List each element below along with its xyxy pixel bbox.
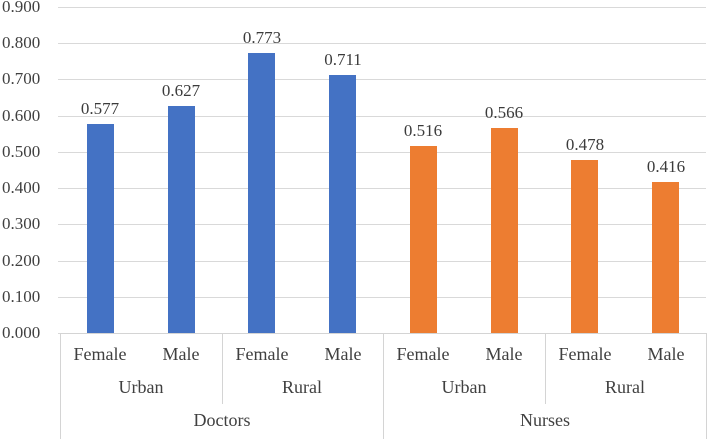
y-tick-label: 0.300: [2, 214, 41, 233]
x-supergroup-label-doctors: Doctors: [193, 410, 251, 430]
data-label: 0.516: [403, 121, 443, 140]
y-tick-label: 0.900: [2, 0, 41, 16]
x-label-female: Female: [396, 344, 450, 364]
gridline: [58, 188, 706, 189]
x-label-female: Female: [558, 344, 612, 364]
x-label-female: Female: [73, 344, 127, 364]
x-label-male: Male: [647, 344, 685, 364]
y-tick-label: 0.000: [2, 323, 41, 342]
y-tick-label: 0.200: [2, 251, 41, 270]
data-label: 0.627: [161, 81, 201, 100]
x-group-label-urban: Urban: [441, 377, 487, 397]
data-label: 0.711: [324, 50, 362, 69]
y-tick-label: 0.500: [2, 142, 41, 161]
gridline: [58, 116, 706, 117]
gridline: [58, 224, 706, 225]
y-tick-label: 0.400: [2, 178, 41, 197]
bar-doctors-rural-female: [248, 53, 275, 333]
axis-divider-level2: [545, 333, 546, 404]
gridline: [58, 43, 706, 44]
data-label: 0.577: [80, 99, 120, 118]
x-group-label-rural: Rural: [282, 377, 322, 397]
y-tick-label: 0.800: [2, 33, 41, 52]
data-label: 0.773: [242, 28, 282, 47]
bar-doctors-urban-male: [168, 106, 195, 333]
bar-nurses-rural-female: [571, 160, 598, 333]
x-label-female: Female: [235, 344, 289, 364]
x-supergroup-label-nurses: Nurses: [520, 410, 570, 430]
axis-left-border: [60, 333, 61, 439]
gridline: [58, 79, 706, 80]
x-label-male: Male: [324, 344, 362, 364]
bar-doctors-rural-male: [329, 75, 356, 333]
y-tick-label: 0.100: [2, 287, 41, 306]
x-label-male: Male: [485, 344, 523, 364]
bar-nurses-rural-male: [652, 182, 679, 333]
bar-nurses-urban-female: [410, 146, 437, 333]
gridline: [58, 297, 706, 298]
data-label: 0.416: [646, 157, 686, 176]
axis-divider-level2: [222, 333, 223, 404]
axis-right-border: [706, 333, 707, 439]
gridline: [58, 261, 706, 262]
bar-doctors-urban-female: [87, 124, 114, 333]
gridline: [58, 152, 706, 153]
bar-nurses-urban-male: [491, 128, 518, 333]
y-tick-label: 0.700: [2, 69, 41, 88]
x-group-label-urban: Urban: [118, 377, 164, 397]
data-label: 0.478: [565, 135, 605, 154]
data-label: 0.566: [484, 103, 524, 122]
y-tick-label: 0.600: [2, 106, 41, 125]
x-group-label-rural: Rural: [605, 377, 645, 397]
x-label-male: Male: [162, 344, 200, 364]
axis-divider-level3: [383, 333, 384, 439]
gridline: [58, 7, 706, 8]
